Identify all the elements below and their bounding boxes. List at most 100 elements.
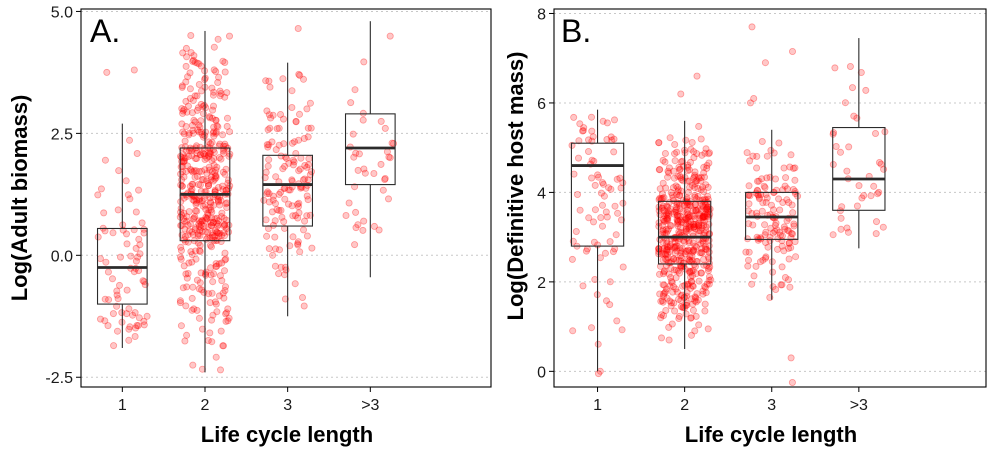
panel-a-data-point bbox=[188, 250, 196, 258]
panel-b-data-point bbox=[843, 224, 851, 232]
panel-b-data-point bbox=[776, 206, 784, 214]
panel-b-data-point bbox=[872, 230, 880, 238]
panel-a-data-point bbox=[210, 201, 218, 209]
panel-b-data-point bbox=[692, 312, 700, 320]
panel-b-data-point bbox=[659, 245, 667, 253]
panel-b-data-point bbox=[692, 220, 700, 228]
panel-b-data-point bbox=[783, 217, 791, 225]
panel-a-data-point bbox=[354, 221, 362, 229]
panel-b-data-point bbox=[770, 149, 778, 157]
panel-b-data-point bbox=[663, 227, 671, 235]
panel-a-data-point bbox=[135, 235, 143, 243]
panel-a-data-point bbox=[289, 161, 297, 169]
panel-a-data-point bbox=[222, 165, 230, 173]
panel-a-data-point bbox=[208, 316, 216, 324]
panel-b-data-point bbox=[757, 258, 765, 266]
panel-b-data-point bbox=[666, 221, 674, 229]
panel-b-data-point bbox=[671, 244, 679, 252]
panel-b-data-point bbox=[748, 23, 756, 31]
panel-a-data-point bbox=[103, 68, 111, 76]
panel-b-data-point bbox=[707, 276, 715, 284]
panel-b-data-point bbox=[660, 281, 668, 289]
panel-a-data-point bbox=[308, 244, 316, 252]
panel-a-data-point bbox=[189, 361, 197, 369]
panel-a-data-point bbox=[193, 196, 201, 204]
panel-a-data-point bbox=[277, 206, 285, 214]
panel-b-data-point bbox=[677, 224, 685, 232]
panel-a-data-point bbox=[123, 230, 131, 238]
panel-a-data-point bbox=[203, 169, 211, 177]
panel-b-data-point bbox=[857, 69, 865, 77]
panel-b-data-point bbox=[603, 119, 611, 127]
panel-a-data-point bbox=[294, 214, 302, 222]
panel-b-data-point bbox=[837, 214, 845, 222]
panel-a-data-point bbox=[294, 240, 302, 248]
panel-a-data-point bbox=[207, 206, 215, 214]
panel-b-data-point bbox=[684, 246, 692, 254]
panel-b-data-point bbox=[658, 297, 666, 305]
panel-a-data-point bbox=[109, 229, 117, 237]
panel-a-data-point bbox=[359, 226, 367, 234]
panel-b-data-point bbox=[688, 138, 696, 146]
panel-a-data-point bbox=[269, 251, 277, 259]
panel-b-data-point bbox=[674, 267, 682, 275]
panel-b-data-point bbox=[762, 254, 770, 262]
panel-a-data-point bbox=[125, 325, 133, 333]
panel-a-data-point bbox=[359, 109, 367, 117]
panel-a-data-point bbox=[220, 149, 228, 157]
panel-a-data-point bbox=[221, 221, 229, 229]
panel-a-data-point bbox=[294, 203, 302, 211]
panel-a-data-point bbox=[134, 253, 142, 261]
panel-a-data-point bbox=[196, 123, 204, 131]
panel-a-data-point bbox=[221, 170, 229, 178]
panel-b-data-point bbox=[761, 59, 769, 67]
panel-a-data-point bbox=[219, 342, 227, 350]
panel-b-data-point bbox=[697, 135, 705, 143]
panel-a-data-point bbox=[216, 140, 224, 148]
panel-b-data-point bbox=[662, 306, 670, 314]
panel-b-data-point bbox=[677, 228, 685, 236]
panel-b-data-point bbox=[683, 202, 691, 210]
panel-a-data-point bbox=[193, 92, 201, 100]
panel-b-data-point bbox=[774, 235, 782, 243]
panel-b-data-point bbox=[674, 216, 682, 224]
panel-a-data-point bbox=[191, 247, 199, 255]
panel-a-data-point bbox=[202, 271, 210, 279]
panel-b-data-point bbox=[691, 168, 699, 176]
panel-a-data-point bbox=[197, 117, 205, 125]
panel-a-data-point bbox=[207, 150, 215, 158]
panel-b-data-point bbox=[681, 250, 689, 258]
panel-a-data-point bbox=[204, 336, 212, 344]
panel-b-data-point bbox=[700, 255, 708, 263]
panel-a-data-point bbox=[180, 262, 188, 270]
panel-a-data-point bbox=[214, 217, 222, 225]
panel-a-data-point bbox=[198, 217, 206, 225]
panel-a-data-point bbox=[265, 77, 273, 85]
panel-b-data-point bbox=[875, 188, 883, 196]
panel-b-data-point bbox=[607, 185, 615, 193]
panel-a-data-point bbox=[185, 227, 193, 235]
panel-a-data-point bbox=[291, 211, 299, 219]
panel-b-data-point bbox=[670, 299, 678, 307]
panel-b-data-point bbox=[672, 256, 680, 264]
panel-a-data-point bbox=[196, 226, 204, 234]
panel-b-data-point bbox=[678, 254, 686, 262]
panel-a-data-point bbox=[208, 167, 216, 175]
panel-b-data-point bbox=[668, 258, 676, 266]
panel-b-data-point bbox=[679, 207, 687, 215]
panel-a-data-point bbox=[272, 173, 280, 181]
panel-b-data-point bbox=[703, 205, 711, 213]
panel-b-data-point bbox=[680, 259, 688, 267]
panel-b-data-point bbox=[680, 262, 688, 270]
panel-a-data-point bbox=[189, 196, 197, 204]
panel-b-data-point bbox=[762, 253, 770, 261]
panel-b-data-point bbox=[702, 223, 710, 231]
panel-a-data-point bbox=[360, 58, 368, 66]
panel-a-data-point bbox=[185, 152, 193, 160]
panel-a-data-point bbox=[352, 224, 360, 232]
panel-b-data-point bbox=[677, 174, 685, 182]
panel-b-data-point bbox=[691, 215, 699, 223]
panel-b-data-point bbox=[692, 270, 700, 278]
panel-a-data-point bbox=[208, 289, 216, 297]
panel-a-data-point bbox=[268, 208, 276, 216]
